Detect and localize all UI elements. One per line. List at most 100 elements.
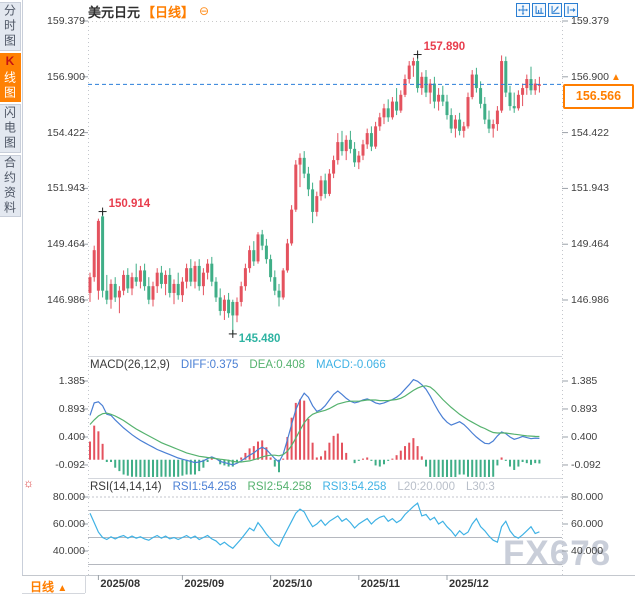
candle-body (407, 65, 411, 80)
macd-bar (353, 459, 356, 464)
candle-body (474, 74, 478, 89)
macd-bar (513, 459, 516, 470)
rsi1-value: RSI1:54.258 (172, 481, 237, 493)
macd-bar (475, 459, 478, 477)
sidebar-tab-time-chart[interactable]: 分时图 (0, 2, 21, 51)
sidebar-tab-contract-info[interactable]: 合约资料 (0, 155, 21, 217)
rsi3-value: RSI3:54.258 (322, 481, 387, 493)
fx678-watermark: FX678 (503, 534, 612, 573)
candle-body (239, 286, 243, 302)
sidebar-tab-kline-chart[interactable]: K 线图 (0, 53, 21, 102)
axis-bars-icon[interactable] (532, 3, 546, 17)
macd-bar (454, 459, 457, 477)
macd-bar (437, 459, 440, 477)
candles-layer (88, 54, 541, 334)
macd-bar (332, 435, 335, 460)
candle-body (537, 84, 541, 86)
candle-body (399, 94, 403, 111)
candle-body (340, 142, 344, 152)
period-selector[interactable]: 日线 ▲ (30, 578, 67, 595)
macd-bar (467, 459, 469, 477)
macd-bar (189, 459, 192, 475)
macd-bar (496, 459, 499, 466)
macd-bar (366, 457, 369, 460)
macd-bar (156, 459, 159, 477)
pan-crosshair-icon[interactable] (516, 3, 530, 17)
candle-body (382, 108, 386, 118)
candle-body (470, 74, 474, 98)
macd-bar (261, 440, 264, 460)
candle-body (214, 281, 218, 298)
indicator-settings-icon[interactable]: ☼ (23, 476, 34, 490)
rsi-label-row: RSI(14,14,14) RSI1:54.258 RSI2:54.258 RS… (90, 481, 495, 493)
candle-body (92, 250, 96, 278)
macd-bar (194, 459, 196, 475)
macd-bar (471, 459, 474, 477)
candle-wick (232, 299, 234, 334)
macd-bar (362, 458, 364, 460)
macd-bar (341, 442, 343, 460)
candle-body (285, 243, 289, 271)
candle-body (453, 119, 457, 129)
candle-body (281, 270, 285, 298)
macd-bar (336, 433, 339, 460)
candle-body (273, 277, 277, 291)
candle-body (117, 290, 121, 298)
candle-body (147, 286, 151, 300)
macd-bar (408, 442, 411, 460)
candle-body (88, 277, 92, 293)
macd-bar (286, 437, 289, 460)
macd-bar (488, 459, 490, 477)
candle-body (462, 126, 466, 131)
candle-wick (522, 83, 524, 107)
macd-bar (101, 443, 104, 460)
candle-body (159, 272, 163, 284)
macd-bar (110, 459, 112, 463)
macd-bar (320, 456, 322, 460)
candle-body (168, 274, 172, 293)
macd-bar (269, 457, 272, 460)
macd-bar (530, 459, 532, 465)
candle-body (336, 142, 340, 161)
macd-bar (500, 457, 503, 460)
candle-body (252, 250, 256, 262)
macd-bar (143, 459, 146, 477)
sidebar-tab-lightning-chart[interactable]: 闪电图 (0, 104, 21, 153)
pop-out-icon[interactable] (564, 3, 578, 17)
candle-body (437, 94, 441, 102)
candle-body (411, 61, 415, 66)
candle-wick (135, 263, 137, 287)
candle-body (269, 259, 273, 278)
macd-bar (181, 459, 184, 476)
macd-bar (173, 459, 175, 477)
macd-bar (168, 459, 171, 477)
candle-body (311, 189, 315, 212)
macd-bar (538, 459, 541, 464)
macd-bar (479, 459, 482, 477)
axis-trend-icon[interactable] (548, 3, 562, 17)
macd-dea-value: DEA:0.408 (249, 359, 306, 371)
candle-body (495, 110, 499, 125)
candle-body (504, 61, 508, 93)
candle-body (176, 283, 180, 296)
rsi-line (89, 502, 540, 550)
candle-body (201, 272, 205, 287)
candle-body (458, 119, 462, 131)
macd-bar (240, 457, 243, 460)
candle-body (222, 299, 226, 311)
macd-bar (126, 459, 129, 476)
collapse-icon[interactable]: ⊖ (199, 4, 210, 18)
price-up-arrow-icon: ▲ (611, 72, 621, 84)
macd-bar (395, 455, 398, 460)
candle-body (155, 272, 159, 287)
macd-bar (164, 459, 167, 477)
candle-body (323, 180, 327, 194)
symbol-title: 美元日元 (88, 4, 141, 20)
macd-bar (387, 459, 390, 461)
candle-body (256, 234, 260, 262)
macd-bar (114, 459, 117, 468)
candle-body (180, 281, 184, 296)
macd-bar (509, 459, 511, 467)
candle-body (374, 126, 378, 147)
rsi-l30-value: L30:3 (465, 481, 495, 493)
